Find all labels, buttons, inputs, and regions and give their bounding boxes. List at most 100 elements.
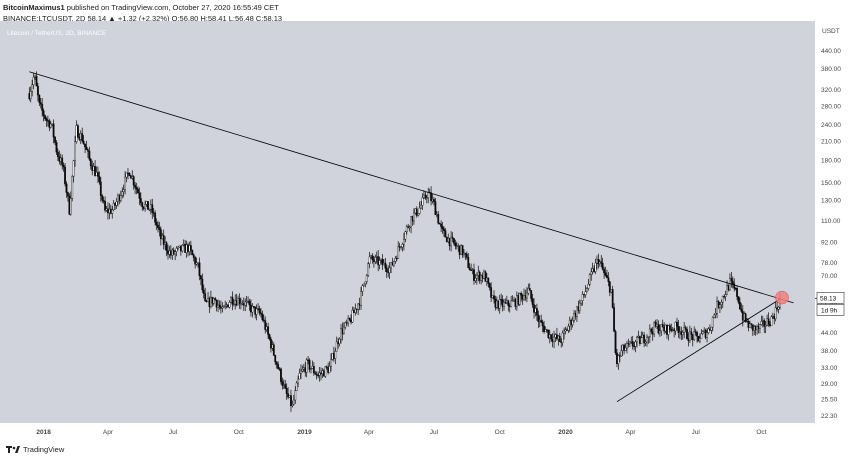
candle-body	[737, 296, 740, 303]
candle-body	[664, 325, 667, 332]
candle-body	[145, 201, 148, 205]
author-name[interactable]: BitcoinMaximus1	[3, 3, 65, 12]
candle-body	[28, 93, 31, 99]
candle-body	[607, 277, 610, 282]
candle-body	[706, 332, 708, 338]
candle-body	[79, 133, 82, 140]
candle-body	[581, 294, 584, 301]
price-tick-label: 78.00	[821, 260, 838, 267]
candle-body	[661, 324, 664, 328]
candle-body	[408, 226, 411, 228]
candle-body	[567, 325, 570, 331]
candle-body	[423, 194, 425, 199]
candle-body	[517, 295, 520, 305]
candle-body	[450, 236, 453, 247]
candle-body	[182, 243, 185, 246]
price-tick-label: 38.00	[821, 348, 838, 355]
candle-body	[380, 259, 382, 261]
price-tick-label: 25.50	[821, 397, 838, 404]
time-axis[interactable]	[0, 423, 815, 438]
candle-body	[220, 306, 222, 309]
candle-body	[743, 313, 746, 321]
candle-body	[271, 344, 274, 349]
candle-body	[453, 238, 455, 244]
time-tick-label: 2019	[297, 429, 312, 436]
candle-body	[636, 336, 638, 343]
candle-body	[767, 318, 770, 325]
tradingview-icon	[6, 446, 20, 453]
time-tick-label: Apr	[625, 429, 636, 436]
candle-body	[673, 329, 676, 332]
candle-body	[165, 242, 168, 252]
candle-body	[548, 334, 551, 338]
countdown-box	[816, 304, 845, 316]
candle-body	[84, 143, 86, 148]
candle-body	[274, 354, 277, 363]
candle-body	[172, 249, 175, 255]
candle-body	[477, 271, 480, 276]
candle-body	[540, 320, 543, 323]
candle-body	[95, 172, 98, 176]
candle-body	[121, 191, 124, 196]
candle-body	[530, 290, 533, 299]
candle-body	[295, 382, 298, 391]
candle-body	[241, 303, 244, 305]
candle-body	[626, 343, 628, 349]
candle-body	[264, 320, 267, 330]
candle-body	[724, 294, 727, 297]
price-axis[interactable]	[815, 21, 850, 438]
candle-body	[753, 326, 756, 331]
candle-body	[187, 244, 189, 252]
candle-body	[610, 289, 613, 293]
candle-body	[769, 324, 771, 326]
candle-body	[354, 308, 357, 313]
candle-body	[351, 310, 354, 323]
candle-body	[115, 201, 118, 206]
chart-header: BitcoinMaximus1 published on TradingView…	[3, 2, 282, 24]
candle-body	[240, 303, 242, 305]
candle-body	[305, 359, 308, 373]
candle-body	[68, 195, 71, 215]
candle-body	[169, 250, 172, 256]
candle-body	[721, 296, 724, 303]
candle-body	[471, 269, 474, 271]
candle-body	[523, 295, 525, 300]
candle-body	[577, 306, 580, 311]
candle-body	[322, 370, 325, 377]
candle-body	[641, 334, 644, 338]
candle-body	[255, 308, 258, 315]
candle-body	[611, 289, 614, 308]
candle-body	[111, 209, 114, 214]
candle-body	[99, 181, 102, 196]
candle-body	[445, 237, 448, 243]
candle-body	[716, 301, 718, 314]
candle-body	[175, 248, 178, 252]
candle-body	[74, 141, 76, 162]
trendline[interactable]	[616, 298, 781, 402]
price-tick-label: 380.00	[821, 66, 841, 73]
candle-body	[344, 322, 347, 328]
candle-body	[275, 361, 278, 365]
candle-body	[696, 332, 698, 337]
candle-body	[372, 259, 375, 262]
candle-body	[315, 374, 318, 376]
candle-body	[397, 246, 400, 259]
candle-body	[205, 300, 208, 302]
time-tick-label: Oct	[234, 429, 244, 436]
candle-body	[360, 291, 362, 306]
candle-body	[117, 195, 119, 202]
candle-body	[490, 287, 493, 298]
tradingview-logo[interactable]: TradingView	[6, 444, 64, 454]
trendline[interactable]	[29, 71, 794, 304]
candle-body	[691, 334, 694, 340]
candle-body	[770, 316, 773, 326]
candle-body	[81, 133, 84, 142]
candle-body	[438, 223, 441, 225]
candle-body	[437, 214, 440, 224]
candle-body	[272, 344, 275, 356]
candle-body	[364, 281, 367, 285]
candle-body	[250, 304, 252, 313]
candle-body	[89, 159, 92, 167]
candle-body	[620, 350, 623, 357]
